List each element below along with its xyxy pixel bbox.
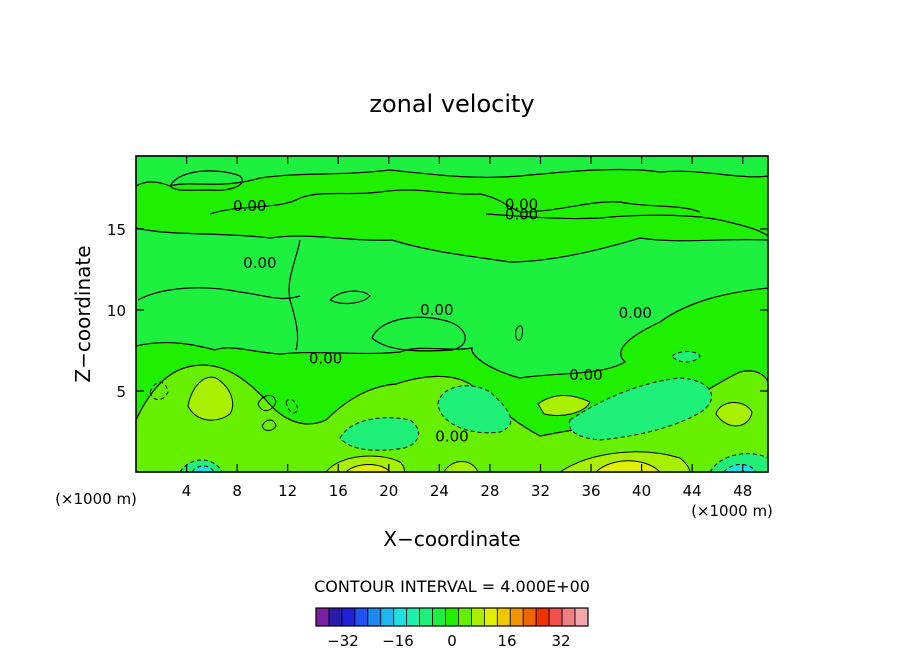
colorbar-tick-label: −16 bbox=[382, 632, 414, 650]
colorbar bbox=[315, 607, 589, 627]
colorbar-swatch bbox=[367, 607, 382, 627]
contour-label: 0.00 bbox=[435, 427, 468, 445]
contour-band bbox=[437, 385, 512, 434]
contour-label: 0.00 bbox=[243, 254, 276, 272]
x-tick-label: 16 bbox=[329, 482, 348, 500]
colorbar-swatch bbox=[548, 607, 563, 627]
contour-line bbox=[209, 189, 701, 215]
contour-line bbox=[285, 398, 299, 414]
contour-band bbox=[671, 351, 701, 363]
x-unit-right: (×1000 m) bbox=[691, 502, 773, 520]
colorbar-swatch bbox=[561, 607, 576, 627]
colorbar-swatch bbox=[574, 607, 589, 627]
contour-line bbox=[169, 170, 243, 191]
colorbar-swatch bbox=[509, 607, 524, 627]
x-tick-label: 48 bbox=[733, 482, 752, 500]
x-tick-label: 36 bbox=[581, 482, 600, 500]
x-tick-label: 24 bbox=[430, 482, 449, 500]
contour-line bbox=[515, 325, 523, 341]
colorbar-swatch bbox=[432, 607, 446, 627]
contour-line bbox=[485, 213, 769, 237]
x-tick-label: 32 bbox=[531, 482, 550, 500]
colorbar-swatch bbox=[315, 607, 330, 627]
colorbar-tick-label: 0 bbox=[447, 632, 457, 650]
colorbar-tick-label: −32 bbox=[327, 632, 359, 650]
x-tick-label: 40 bbox=[632, 482, 651, 500]
colorbar-swatch bbox=[522, 607, 537, 627]
contour-labels: 0.000.000.000.000.000.000.000.000.00 bbox=[233, 196, 652, 446]
colorbar-frame bbox=[315, 607, 589, 627]
colorbar-swatch bbox=[483, 607, 498, 627]
contour-line bbox=[288, 239, 301, 351]
x-tick-label: 12 bbox=[278, 482, 297, 500]
plot-area bbox=[135, 155, 769, 473]
contour-label: 0.00 bbox=[420, 301, 453, 319]
colorbar-swatch bbox=[354, 607, 369, 627]
x-axis-label: X−coordinate bbox=[383, 527, 520, 551]
contour-line bbox=[257, 395, 277, 411]
contour-line bbox=[329, 290, 371, 305]
x-axis-ticks: 4 8 12 16 20 24 28 32 36 40 44 48 bbox=[182, 156, 752, 500]
x-unit-left: (×1000 m) bbox=[55, 490, 137, 508]
x-tick-label: 28 bbox=[480, 482, 499, 500]
contour-band bbox=[339, 417, 419, 451]
colorbar-swatch bbox=[471, 607, 485, 627]
contour-line bbox=[371, 316, 466, 352]
contour-band bbox=[187, 376, 234, 421]
contour-label: 0.00 bbox=[619, 304, 652, 322]
y-tick-label: 10 bbox=[107, 302, 126, 320]
contour-line bbox=[137, 287, 301, 301]
contour-band bbox=[135, 227, 769, 379]
colorbar-swatch bbox=[380, 607, 395, 627]
colorbar-swatch bbox=[419, 607, 433, 627]
x-tick-label: 4 bbox=[182, 482, 192, 500]
contour-band bbox=[568, 377, 713, 441]
colorbar-ticks: −32 −16 0 16 32 bbox=[327, 632, 570, 650]
y-tick-label: 15 bbox=[107, 221, 126, 239]
colorbar-swatch bbox=[458, 607, 472, 627]
contour-band bbox=[715, 402, 753, 427]
contour-band bbox=[537, 395, 591, 416]
x-tick-label: 8 bbox=[232, 482, 242, 500]
contour-line bbox=[261, 419, 277, 431]
colorbar-swatch bbox=[341, 607, 356, 627]
colorbar-tick-label: 32 bbox=[551, 632, 570, 650]
colorbar-tick-label: 16 bbox=[497, 632, 516, 650]
contour-line bbox=[149, 381, 169, 400]
contour-band bbox=[135, 155, 769, 187]
contour-label: 0.00 bbox=[309, 350, 342, 368]
contour-label: 0.00 bbox=[505, 205, 538, 223]
colorbar-swatch bbox=[445, 607, 459, 627]
plot-frame bbox=[135, 155, 769, 473]
colorbar-swatch bbox=[406, 607, 421, 627]
y-tick-label: 5 bbox=[116, 383, 126, 401]
y-axis-ticks: 5 10 15 bbox=[107, 221, 768, 401]
colorbar-swatch bbox=[328, 607, 343, 627]
x-tick-label: 20 bbox=[379, 482, 398, 500]
contour-band bbox=[190, 465, 215, 473]
contour-label: 0.00 bbox=[233, 197, 266, 215]
chart-title: zonal velocity bbox=[369, 90, 534, 118]
x-tick-label: 44 bbox=[683, 482, 702, 500]
contour-label: 0.00 bbox=[569, 366, 602, 384]
contour-interval-text: CONTOUR INTERVAL = 4.000E+00 bbox=[314, 577, 590, 596]
colorbar-swatch bbox=[393, 607, 408, 627]
colorbar-swatch bbox=[535, 607, 550, 627]
colorbar-swatch bbox=[496, 607, 511, 627]
y-axis-label: Z−coordinate bbox=[71, 245, 95, 382]
contour-label: 0.00 bbox=[505, 196, 538, 214]
